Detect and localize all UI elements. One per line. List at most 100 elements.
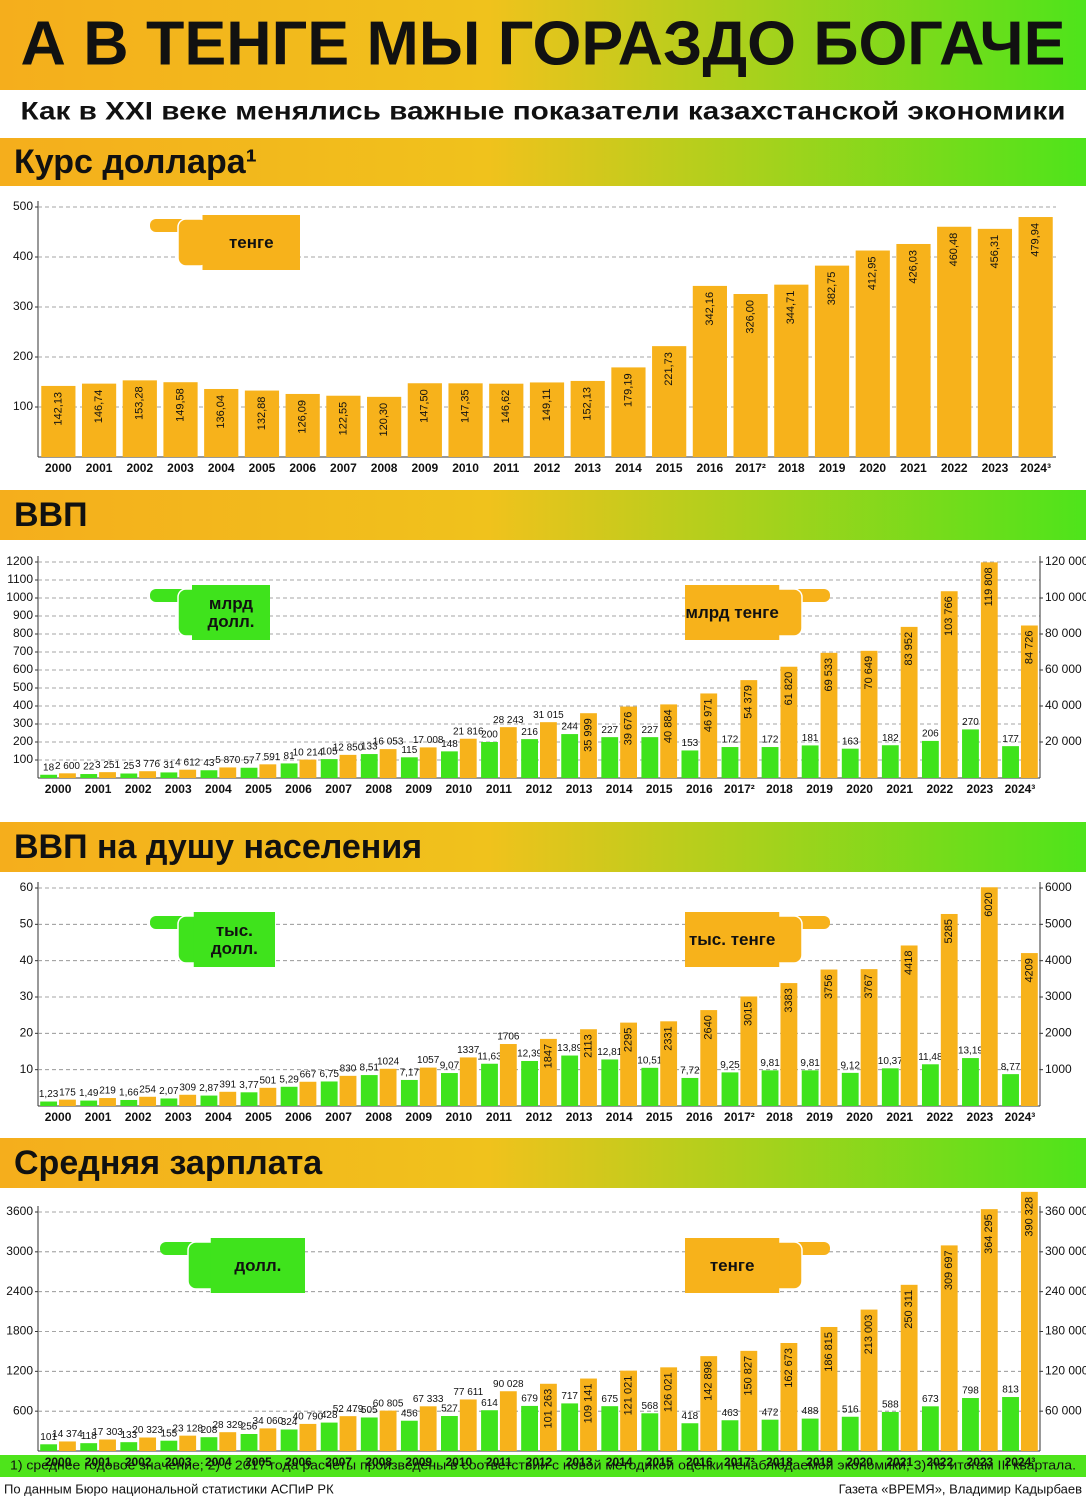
x-tick-label: 2022 bbox=[926, 1110, 953, 1124]
value-label: 2,07 bbox=[159, 1086, 179, 1097]
x-tick-label: 2008 bbox=[365, 782, 392, 796]
bar bbox=[962, 1058, 979, 1106]
bar bbox=[200, 1095, 218, 1106]
bar bbox=[367, 396, 402, 457]
bar bbox=[419, 1067, 437, 1106]
value-label: 488 bbox=[802, 1406, 819, 1417]
value-label: 18 bbox=[43, 762, 55, 773]
bar bbox=[774, 284, 809, 457]
value-label: 147,50 bbox=[419, 389, 431, 423]
value-label: 67 333 bbox=[413, 1394, 444, 1405]
x-tick-label: 2019 bbox=[806, 1110, 833, 1124]
bar bbox=[937, 226, 972, 457]
value-label: 200 bbox=[481, 730, 498, 741]
x-tick-label: 2005 bbox=[245, 1110, 272, 1124]
y2-tick-label: 180 000 bbox=[1045, 1324, 1086, 1338]
value-label: 1,49 bbox=[79, 1088, 99, 1099]
section-bar bbox=[0, 1138, 1086, 1188]
value-label: 115 bbox=[401, 745, 417, 756]
value-label: 472 bbox=[762, 1407, 779, 1418]
value-label: 83 952 bbox=[903, 632, 915, 666]
bar bbox=[660, 1367, 678, 1451]
value-label: 412,95 bbox=[867, 257, 879, 291]
y-tick-label: 200 bbox=[13, 349, 33, 363]
y-tick-label: 60 bbox=[20, 880, 34, 894]
value-label: 1,23 bbox=[39, 1089, 59, 1100]
y2-tick-label: 360 000 bbox=[1045, 1204, 1086, 1218]
x-tick-label: 2020 bbox=[846, 782, 873, 796]
x-tick-label: 2021 bbox=[900, 461, 927, 475]
value-label: 23 128 bbox=[172, 1423, 203, 1434]
bar bbox=[179, 1435, 197, 1451]
bar bbox=[940, 913, 958, 1106]
value-label: 148 bbox=[441, 739, 458, 750]
value-label: 516 bbox=[842, 1404, 859, 1415]
x-tick-label: 2023 bbox=[967, 1110, 994, 1124]
value-label: 2,87 bbox=[199, 1083, 219, 1094]
bar bbox=[540, 1383, 557, 1451]
value-label: 501 bbox=[260, 1075, 277, 1086]
x-tick-label: 2003 bbox=[167, 461, 194, 475]
y2-tick-label: 3000 bbox=[1045, 989, 1072, 1003]
bar bbox=[219, 767, 237, 778]
x-tick-label: 2014 bbox=[615, 461, 642, 475]
value-label: 21 816 bbox=[453, 726, 484, 737]
bar bbox=[641, 737, 659, 778]
x-tick-label: 2007 bbox=[325, 782, 352, 796]
bar bbox=[481, 742, 498, 778]
x-tick-label: 2016 bbox=[686, 782, 713, 796]
bar bbox=[122, 380, 157, 457]
value-label: 179,19 bbox=[622, 373, 634, 407]
bar bbox=[881, 1068, 899, 1106]
value-label: 101 263 bbox=[542, 1389, 554, 1429]
value-label: 9,12 bbox=[840, 1061, 860, 1072]
bar bbox=[962, 729, 979, 778]
value-label: 2640 bbox=[703, 1015, 715, 1039]
value-label: 798 bbox=[962, 1386, 979, 1397]
value-label: 2331 bbox=[663, 1026, 675, 1050]
bar bbox=[900, 1284, 918, 1451]
bar bbox=[339, 754, 357, 778]
bar bbox=[441, 1073, 458, 1106]
footnote-bar bbox=[0, 1455, 1086, 1477]
y2-tick-label: 20 000 bbox=[1045, 734, 1082, 748]
y2-tick-label: 80 000 bbox=[1045, 626, 1082, 640]
value-label: 153 bbox=[682, 738, 699, 749]
bar bbox=[540, 1038, 557, 1106]
bar bbox=[801, 1418, 819, 1451]
bar bbox=[179, 1094, 197, 1106]
bar bbox=[841, 1072, 859, 1106]
value-label: 813 bbox=[1002, 1385, 1019, 1396]
value-label: 456 bbox=[401, 1408, 418, 1419]
legend-box bbox=[685, 912, 780, 967]
x-tick-label: 2019 bbox=[806, 782, 833, 796]
value-label: 39 676 bbox=[622, 712, 634, 746]
value-label: 101 bbox=[40, 1432, 57, 1443]
value-label: 418 bbox=[682, 1411, 699, 1422]
x-tick-label: 2009 bbox=[411, 461, 438, 475]
value-label: 216 bbox=[521, 727, 538, 738]
source: По данным Бюро национальной статистики А… bbox=[4, 1481, 334, 1496]
bar bbox=[400, 1079, 418, 1106]
bar bbox=[41, 385, 76, 457]
value-label: 364 295 bbox=[983, 1214, 995, 1254]
x-tick-label: 2006 bbox=[285, 1455, 312, 1469]
bar bbox=[240, 1092, 258, 1106]
value-label: 227 bbox=[641, 725, 658, 736]
y-tick-label: 3600 bbox=[6, 1204, 33, 1218]
value-label: 122,55 bbox=[337, 402, 349, 436]
x-tick-label: 2023 bbox=[967, 782, 994, 796]
section-bar bbox=[0, 822, 1086, 872]
value-label: 126,09 bbox=[297, 400, 309, 434]
value-label: 309 bbox=[179, 1082, 196, 1093]
value-label: 69 533 bbox=[823, 658, 835, 692]
value-label: 186 815 bbox=[823, 1332, 835, 1372]
value-label: 11,48 bbox=[918, 1052, 943, 1063]
x-tick-label: 2010 bbox=[445, 1110, 472, 1124]
bar bbox=[244, 390, 280, 457]
bar bbox=[980, 887, 998, 1106]
bar bbox=[80, 1443, 98, 1451]
value-label: 250 311 bbox=[903, 1290, 915, 1329]
y-tick-label: 30 bbox=[20, 989, 34, 1003]
bar bbox=[379, 1410, 397, 1451]
